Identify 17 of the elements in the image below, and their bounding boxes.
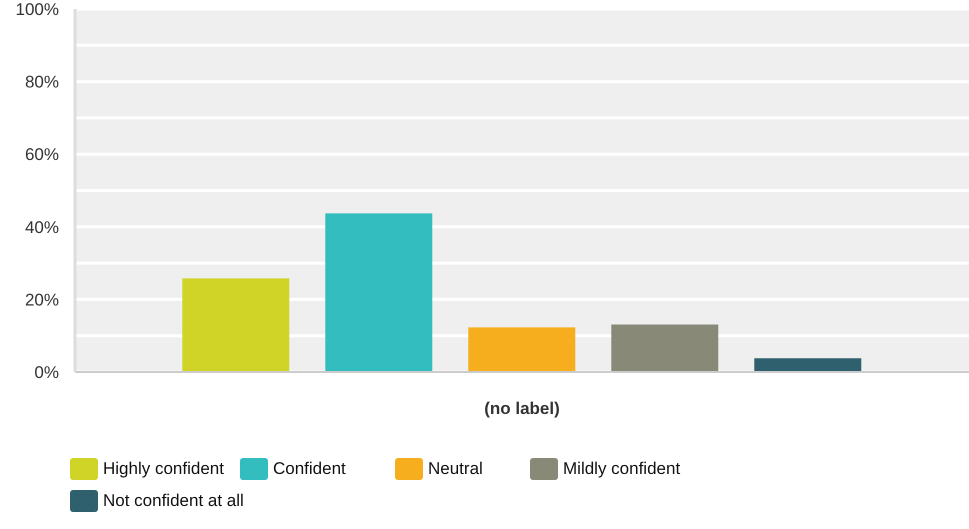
bar xyxy=(325,213,432,372)
y-tick-label: 80% xyxy=(24,72,59,92)
legend-label: Not confident at all xyxy=(103,491,244,511)
bar xyxy=(611,324,718,372)
legend-label: Neutral xyxy=(428,459,483,479)
y-tick-label: 20% xyxy=(24,290,59,310)
y-tick-label: 40% xyxy=(24,218,59,237)
y-tick-label: 0% xyxy=(34,363,59,382)
legend-label: Mildly confident xyxy=(563,459,680,479)
bar xyxy=(182,278,290,372)
legend-label: Confident xyxy=(273,459,346,479)
y-tick-label: 60% xyxy=(24,145,59,164)
bar xyxy=(468,327,576,372)
x-tick-label: (no label) xyxy=(484,399,560,418)
y-tick-label: 100% xyxy=(16,0,59,20)
legend-label: Highly confident xyxy=(103,459,224,479)
bar xyxy=(754,358,862,372)
